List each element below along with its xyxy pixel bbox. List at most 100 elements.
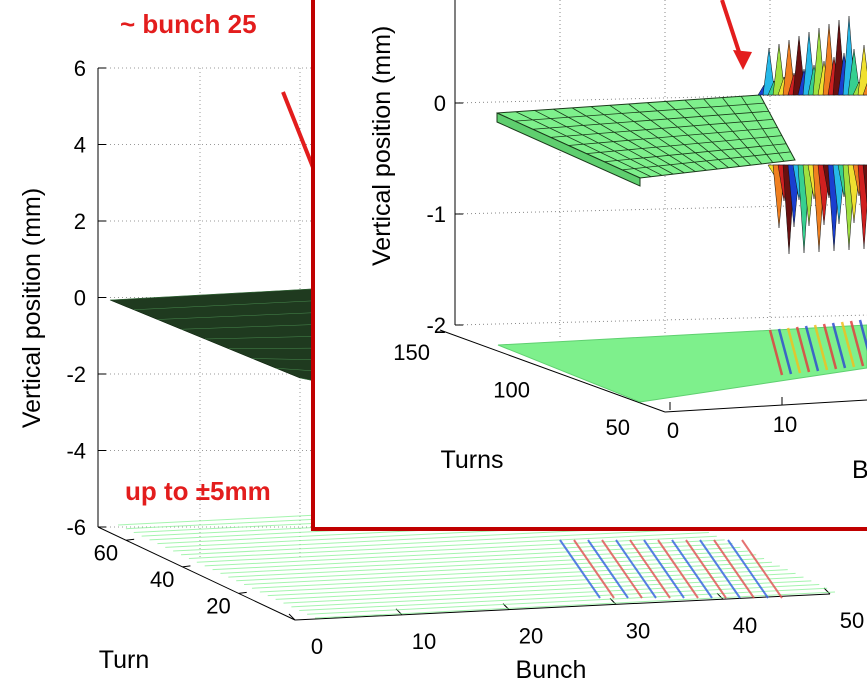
- main-floor-line: [307, 587, 828, 615]
- main-floor-peak-line: [559, 539, 601, 599]
- inset-surface-mesh: [514, 96, 791, 178]
- inset-bunch-axis: [664, 399, 867, 413]
- main-floor-line: [212, 543, 733, 571]
- main-floor-peak-line: [727, 539, 769, 599]
- main-bunch-tick-label: 30: [626, 618, 650, 643]
- main-bunch-axis: [294, 593, 831, 621]
- inset-ylabel: Vertical position (mm): [368, 26, 396, 266]
- inset-plot: 0 -1 -2 150 100 50 0 10 Vertical position (mm…: [311, 0, 867, 531]
- amplitude-annotation: up to ±5mm: [125, 476, 271, 506]
- main-floor-peak-line: [671, 539, 713, 599]
- inset-turn-tick-label: 150: [393, 340, 430, 365]
- main-floor-peak-line: [741, 539, 783, 599]
- inset-turn-axis: [439, 329, 666, 413]
- main-bunch-tick-label: 20: [519, 624, 543, 649]
- main-z-tick-label: 4: [74, 133, 86, 158]
- inset-mesh-line: [514, 102, 765, 122]
- main-bunch-tick: [823, 587, 831, 595]
- main-turn-tick-label: 60: [94, 540, 118, 565]
- main-floor-line: [204, 539, 725, 567]
- inset-turn-tick-label: 50: [606, 415, 630, 440]
- inset-bunch-ticks: 0 10: [667, 397, 797, 443]
- main-turn-tick: [238, 591, 247, 594]
- inset-turn-tick-label: 100: [493, 378, 530, 403]
- main-floor-peak-line: [685, 539, 727, 599]
- inset-bunch-tick-label: 0: [667, 418, 679, 443]
- main-floor-line: [220, 546, 741, 574]
- main-bunch-tick-label: 0: [311, 634, 323, 659]
- inset-mesh-line: [550, 118, 774, 138]
- inset-mesh-line: [604, 143, 787, 163]
- main-turn-tick: [182, 565, 191, 568]
- inset-turn-ticks: 150 100 50: [393, 340, 630, 440]
- main-ylabel: Vertical position (mm): [18, 188, 46, 428]
- main-z-tick-label: -2: [66, 362, 86, 387]
- inset-z-tick-label: -2: [426, 313, 446, 338]
- main-floor-line: [196, 535, 717, 563]
- inset-floor-stripe: [831, 322, 847, 369]
- main-floor-peak-line: [601, 539, 643, 599]
- inset-floor-stripe: [858, 319, 867, 352]
- main-floor-line: [188, 531, 709, 559]
- inset-floor-stripe: [840, 321, 856, 368]
- inset-z-tick-label: -1: [426, 202, 446, 227]
- main-floor-line: [244, 558, 765, 586]
- main-mesh-line: [109, 287, 331, 301]
- main-floor-peak-line: [615, 539, 657, 599]
- inset-floor-stripes: [768, 319, 867, 376]
- main-mesh-line: [204, 335, 331, 340]
- main-bunch-tick-label: 40: [733, 613, 757, 638]
- main-mesh-line: [157, 311, 331, 320]
- inset-floor-stripe: [804, 325, 820, 372]
- main-floor-peak-line: [699, 539, 741, 599]
- inset-floor-stripe: [795, 326, 811, 373]
- inset-mesh-line: [622, 151, 791, 171]
- main-floor-peak-line: [657, 539, 699, 599]
- inset-floor-stripe: [786, 327, 802, 374]
- inset-floor-stripe: [777, 328, 793, 375]
- main-turn-label: Turn: [99, 646, 149, 674]
- main-mesh-line: [133, 299, 331, 310]
- main-floor-line: [283, 576, 804, 604]
- main-floor-peak-line: [643, 539, 685, 599]
- main-xlabel: Bunch: [516, 656, 587, 683]
- main-floor-line: [181, 528, 702, 556]
- inset-bunch-tick-label: 10: [773, 412, 797, 437]
- inset-mesh-line: [568, 127, 778, 146]
- annotation-arrow-inset: [720, 0, 743, 59]
- inset-z-ticks: 0 -1 -2: [426, 91, 463, 338]
- main-bunch-tick-label: 50: [840, 608, 864, 633]
- main-turn-tick-label: 20: [206, 593, 230, 618]
- inset-mesh-line: [586, 135, 782, 155]
- main-floor-line: [275, 572, 796, 600]
- main-turn-tick: [126, 538, 135, 541]
- inset-peaks: [757, 15, 867, 255]
- inset-floor-stripe: [768, 329, 784, 376]
- main-z-tick-label: 6: [74, 56, 86, 81]
- annotation-arrow-inset-head: [733, 50, 752, 70]
- main-bunch-ticks: 0 10 20 30 40 50: [288, 587, 864, 659]
- inset-surface-side: [496, 112, 641, 187]
- inset-z-tick-label: 0: [434, 91, 446, 116]
- main-bunch-tick: [288, 613, 296, 621]
- main-floor-line: [251, 561, 772, 589]
- bunch-annotation: ~ bunch 25: [120, 9, 257, 39]
- main-floor-line: [236, 554, 757, 582]
- main-floor-peak-line: [587, 539, 629, 599]
- main-z-ticks: 6 4 2 0 -2 -4 -6: [66, 56, 106, 540]
- main-z-tick-label: 2: [74, 209, 86, 234]
- inset-xlabel-fragment: B: [852, 456, 867, 484]
- inset-floor-stripe: [849, 320, 865, 367]
- main-floor-line: [228, 550, 749, 578]
- inset-mesh-line: [532, 110, 769, 130]
- main-floor-peak-line: [713, 539, 755, 599]
- main-mesh-line: [181, 323, 331, 330]
- main-bunch-tick-label: 10: [412, 629, 436, 654]
- inset-floor-stripe: [822, 323, 838, 370]
- inset-peak-up: [862, 82, 867, 96]
- main-z-tick-label: 0: [74, 286, 86, 311]
- main-floor-peak-line: [573, 539, 615, 599]
- main-turn-axis: [97, 526, 296, 621]
- main-floor-line: [314, 591, 836, 619]
